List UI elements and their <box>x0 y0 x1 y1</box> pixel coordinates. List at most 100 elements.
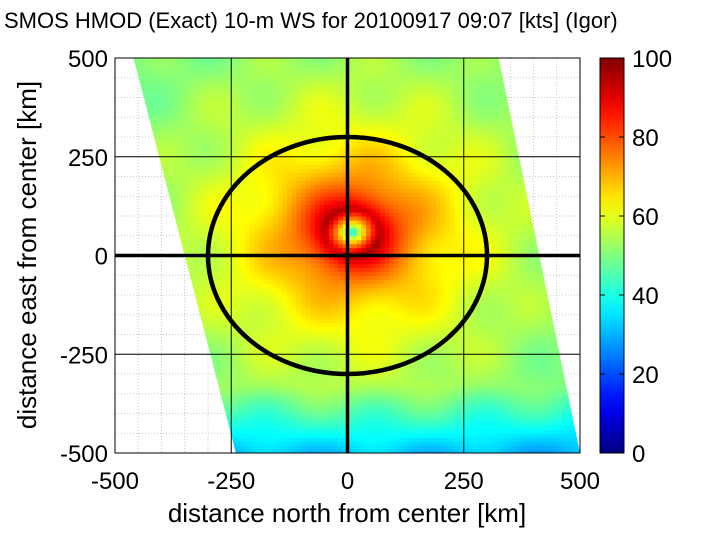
heatmap-cell <box>156 144 163 150</box>
heatmap-cell <box>328 283 335 288</box>
heatmap-cell <box>175 192 181 197</box>
heatmap-cell <box>235 105 242 110</box>
heatmap-cell <box>203 208 209 213</box>
heatmap-cell <box>245 385 251 391</box>
heatmap-cell <box>240 140 246 146</box>
heatmap-cell <box>170 89 177 95</box>
heatmap-cell <box>287 385 293 391</box>
heatmap-cell <box>310 65 316 71</box>
heatmap-cell <box>249 405 256 411</box>
heatmap-cell <box>319 318 325 324</box>
heatmap-cell <box>245 97 251 103</box>
heatmap-cell <box>198 101 204 106</box>
heatmap-cell <box>161 69 167 75</box>
heatmap-cell <box>319 421 325 426</box>
heatmap-cell <box>301 287 307 292</box>
heatmap-cell <box>142 58 149 63</box>
heatmap-cell <box>305 255 311 261</box>
heatmap-cell <box>305 449 311 453</box>
heatmap-cell <box>161 168 167 174</box>
heatmap-cell <box>231 212 237 217</box>
heatmap-cell <box>231 204 237 209</box>
heatmap-cell <box>328 188 335 193</box>
heatmap-cell <box>138 77 144 83</box>
heatmap-cell <box>268 109 274 114</box>
heatmap-cell <box>291 385 297 391</box>
heatmap-cell <box>338 223 344 229</box>
heatmap-cell <box>287 168 293 174</box>
heatmap-cell <box>231 283 237 288</box>
heatmap-cell <box>268 397 274 403</box>
heatmap-cell <box>324 235 330 241</box>
heatmap-cell <box>203 77 209 83</box>
heatmap-cell <box>268 164 274 170</box>
heatmap-cell <box>180 65 186 71</box>
heatmap-cell <box>282 279 288 284</box>
heatmap-cell <box>338 267 344 272</box>
heatmap-cell <box>170 93 177 99</box>
heatmap-cell <box>291 441 297 446</box>
heatmap-cell <box>319 449 325 453</box>
heatmap-cell <box>263 85 270 91</box>
heatmap-cell <box>194 192 200 197</box>
heatmap-cell <box>184 61 190 67</box>
heatmap-cell <box>291 231 297 237</box>
heatmap-cell <box>268 160 274 166</box>
heatmap-cell <box>277 291 283 296</box>
heatmap-cell <box>161 160 167 166</box>
heatmap-cell <box>203 287 209 292</box>
heatmap-cell <box>194 89 200 95</box>
heatmap-cell <box>198 160 204 166</box>
heatmap-cell <box>287 223 293 229</box>
heatmap-cell <box>291 73 297 79</box>
heatmap-cell <box>198 121 204 126</box>
heatmap-cell <box>305 184 311 189</box>
heatmap-cell <box>189 164 195 170</box>
heatmap-cell <box>245 125 251 130</box>
heatmap-cell <box>328 374 335 379</box>
heatmap-cell <box>328 377 335 383</box>
heatmap-cell <box>333 180 339 185</box>
heatmap-cell <box>319 156 325 162</box>
heatmap-cell <box>254 208 260 213</box>
heatmap-cell <box>328 287 335 292</box>
heatmap-cell <box>212 65 218 71</box>
heatmap-cell <box>235 429 242 434</box>
heatmap-cell <box>305 89 311 95</box>
heatmap-cell <box>273 441 279 446</box>
heatmap-cell <box>287 160 293 166</box>
heatmap-cell <box>226 259 232 264</box>
heatmap-cell <box>263 243 270 249</box>
heatmap-cell <box>180 172 186 178</box>
heatmap-cell <box>138 65 144 71</box>
heatmap-cell <box>277 129 283 134</box>
heatmap-cell <box>277 342 283 347</box>
heatmap-cell <box>310 176 316 182</box>
heatmap-cell <box>333 425 339 430</box>
heatmap-cell <box>221 227 228 233</box>
heatmap-cell <box>277 445 283 450</box>
heatmap-cell <box>319 73 325 79</box>
heatmap-cell <box>263 160 270 166</box>
heatmap-cell <box>194 133 200 138</box>
heatmap-cell <box>208 192 214 197</box>
heatmap-cell <box>319 295 325 300</box>
heatmap-cell <box>263 397 270 403</box>
heatmap-cell <box>268 449 274 453</box>
heatmap-cell <box>170 204 177 209</box>
heatmap-cell <box>245 101 251 106</box>
heatmap-cell <box>324 105 330 110</box>
heatmap-cell <box>203 283 209 288</box>
heatmap-cell <box>305 263 311 268</box>
heatmap-cell <box>203 243 209 249</box>
heatmap-cell <box>170 105 177 110</box>
heatmap-cell <box>231 196 237 201</box>
heatmap-cell <box>333 385 339 391</box>
heatmap-cell <box>282 429 288 434</box>
heatmap-cell <box>314 113 321 118</box>
heatmap-cell <box>314 421 321 426</box>
heatmap-cell <box>342 247 349 253</box>
heatmap-cell <box>319 192 325 197</box>
heatmap-cell <box>328 393 335 399</box>
heatmap-cell <box>235 362 242 367</box>
